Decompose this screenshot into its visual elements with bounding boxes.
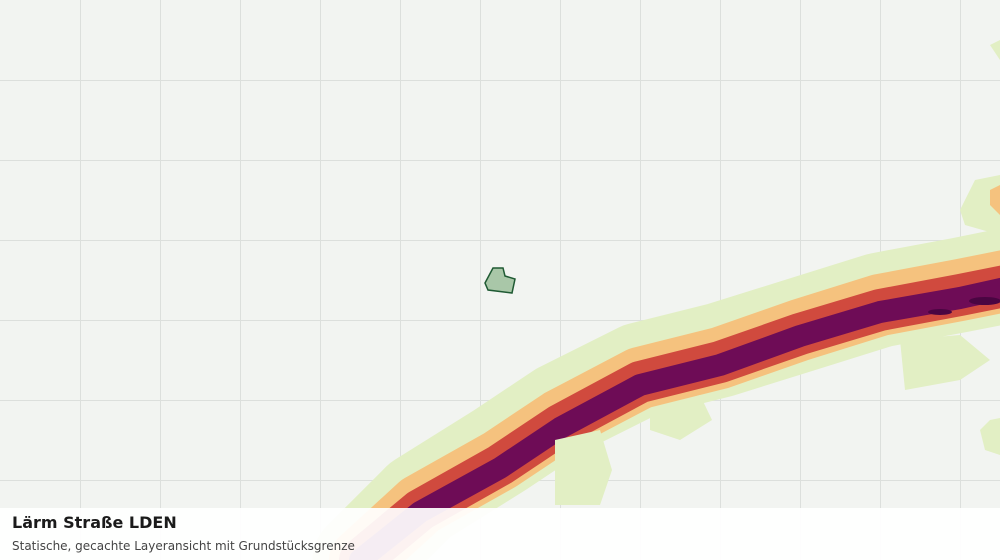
noise-patch	[990, 40, 1000, 60]
caption-panel: Lärm Straße LDEN Statische, gecachte Lay…	[0, 508, 1000, 560]
noise-patch	[990, 185, 1000, 215]
noise-patch	[900, 335, 990, 390]
noise-patch	[650, 395, 712, 440]
layer-title: Lärm Straße LDEN	[12, 513, 177, 532]
noise-patch	[980, 418, 1000, 455]
noise-bands	[312, 228, 1000, 560]
parcel-boundary	[484, 267, 516, 294]
noise-core	[928, 309, 952, 315]
layer-subtitle: Statische, gecachte Layeransicht mit Gru…	[12, 539, 355, 553]
noise-patch	[555, 430, 612, 505]
noise-core	[969, 297, 1000, 305]
